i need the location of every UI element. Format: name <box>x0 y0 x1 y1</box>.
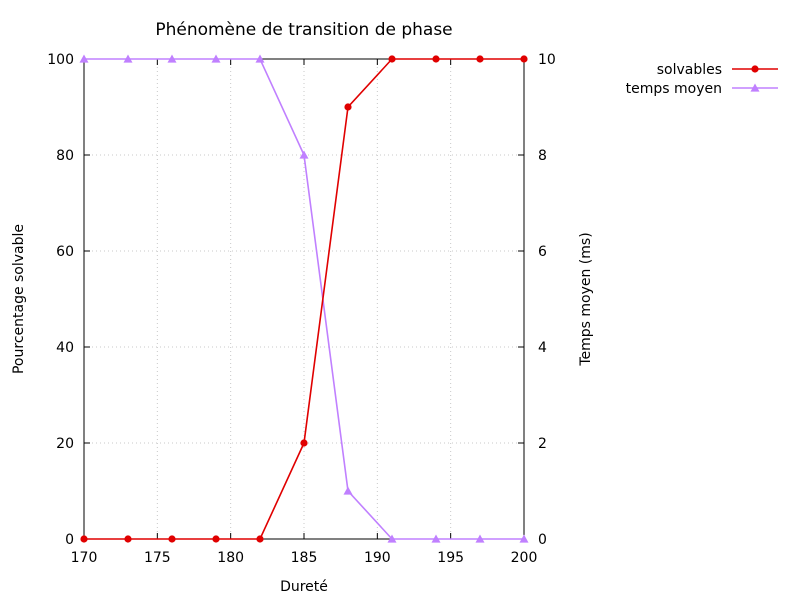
data-point-solvables <box>300 439 308 447</box>
y2-tick-label: 6 <box>538 244 547 260</box>
data-point-solvables <box>212 535 220 543</box>
data-point-temps-moyen <box>299 150 309 159</box>
data-point-solvables <box>80 535 88 543</box>
data-point-temps-moyen <box>343 486 353 495</box>
y-axis-right: 0 2 4 6 8 10 <box>518 52 556 548</box>
grid <box>84 59 524 539</box>
y2-tick-label: 10 <box>538 52 556 68</box>
chart-title: Phénomène de transition de phase <box>155 20 452 40</box>
x-tick-label: 170 <box>71 550 98 566</box>
data-point-temps-moyen <box>519 534 529 543</box>
x-tick-label: 190 <box>364 550 391 566</box>
data-point-solvables <box>388 55 396 63</box>
data-point-solvables <box>124 535 132 543</box>
data-point-solvables <box>520 55 528 63</box>
data-point-solvables <box>476 55 484 63</box>
x-axis-label: Dureté <box>280 579 328 595</box>
y-axis-left: 0 20 40 60 80 100 <box>47 52 90 548</box>
y-tick-label: 80 <box>56 148 74 164</box>
x-axis: 170 175 180 185 190 195 200 <box>71 59 538 566</box>
y-tick-label: 20 <box>56 436 74 452</box>
series-solvables <box>80 55 528 543</box>
y2-axis-label: Temps moyen (ms) <box>578 232 594 366</box>
x-tick-label: 175 <box>144 550 171 566</box>
y-tick-label: 0 <box>65 532 74 548</box>
y2-tick-label: 4 <box>538 340 547 356</box>
y2-tick-label: 8 <box>538 148 547 164</box>
data-point-solvables <box>256 535 264 543</box>
data-point-temps-moyen <box>167 54 177 63</box>
legend-label-solvables: solvables <box>657 62 722 78</box>
data-point-temps-moyen <box>79 54 89 63</box>
y-tick-label: 100 <box>47 52 74 68</box>
data-point-temps-moyen <box>387 534 397 543</box>
legend-marker-temps-moyen <box>750 83 760 92</box>
series-layer <box>79 54 529 543</box>
data-point-temps-moyen <box>255 54 265 63</box>
x-tick-label: 185 <box>291 550 318 566</box>
x-tick-label: 195 <box>437 550 464 566</box>
y2-tick-label: 2 <box>538 436 547 452</box>
legend: solvables temps moyen <box>626 62 778 97</box>
data-point-temps-moyen <box>123 54 133 63</box>
x-tick-label: 200 <box>511 550 538 566</box>
data-point-temps-moyen <box>475 534 485 543</box>
y-axis-label: Pourcentage solvable <box>11 224 27 374</box>
data-point-temps-moyen <box>431 534 441 543</box>
y-tick-label: 60 <box>56 244 74 260</box>
legend-marker-solvables <box>751 65 759 73</box>
data-point-solvables <box>432 55 440 63</box>
data-point-solvables <box>168 535 176 543</box>
x-tick-label: 180 <box>217 550 244 566</box>
y-tick-label: 40 <box>56 340 74 356</box>
series-temps-moyen <box>79 54 529 543</box>
legend-label-temps-moyen: temps moyen <box>626 81 722 97</box>
data-point-solvables <box>344 103 352 111</box>
y2-tick-label: 0 <box>538 532 547 548</box>
data-point-temps-moyen <box>211 54 221 63</box>
